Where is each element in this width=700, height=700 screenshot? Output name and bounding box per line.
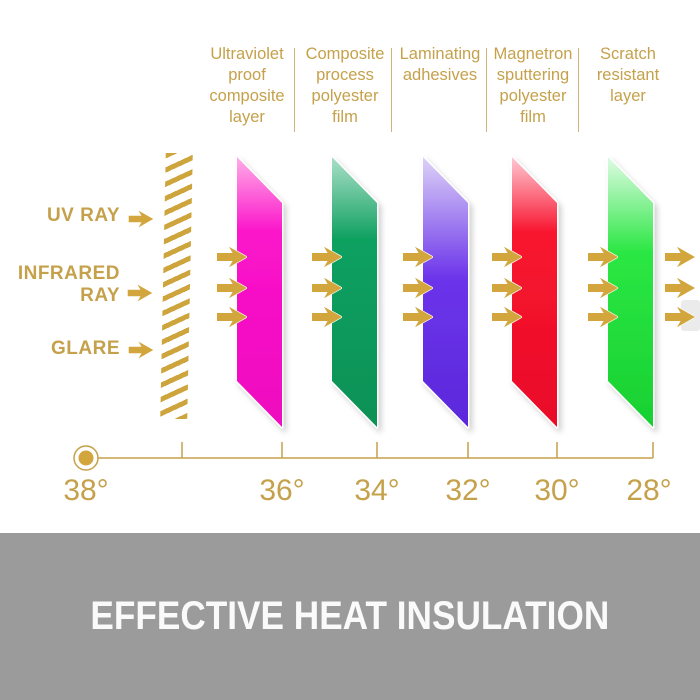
temperature-scale (73, 442, 654, 471)
arrows-into-film-3 (403, 246, 433, 328)
glare-label: GLARE (51, 338, 120, 359)
arrow-icon (665, 246, 695, 268)
column-label-composite-polyester: Composite process polyester film (305, 45, 385, 126)
film-layer-scratch-resistant (606, 155, 655, 429)
temp-label-34: 34° (354, 474, 400, 507)
column-divider (391, 48, 392, 132)
temp-label-30: 30° (534, 474, 580, 507)
film-layer-magnetron-polyester (510, 155, 559, 429)
film-layer-laminating-adhesive (421, 155, 470, 429)
column-label-magnetron-polyester: Magnetron sputtering polyester film (493, 45, 573, 126)
column-divider (486, 48, 487, 132)
scale-origin-dot (78, 450, 94, 466)
arrows-into-film-1 (217, 246, 247, 328)
glare-arrow-icon (128, 341, 154, 359)
arrows-into-film-2 (312, 246, 342, 328)
infrared-ray-arrow-icon (127, 284, 153, 302)
banner-title: EFFECTIVE HEAT INSULATION (90, 594, 610, 638)
column-divider (294, 48, 295, 132)
infrared-ray-label: INFRARED RAY (17, 263, 120, 306)
film-layer-uv-proof (235, 155, 284, 429)
temp-label-28: 28° (626, 474, 672, 507)
temp-label-32: 32° (445, 474, 491, 507)
banner: EFFECTIVE HEAT INSULATION (0, 533, 700, 700)
arrow-icon (665, 277, 695, 299)
uv-ray-arrow-icon (128, 210, 154, 228)
film-layer-composite-polyester (330, 155, 379, 429)
scale-origin-ring (73, 445, 99, 471)
uv-ray-label: UV RAY (46, 205, 120, 226)
arrows-exiting (665, 246, 695, 328)
arrows-into-film-5 (588, 246, 618, 328)
arrows-into-film-4 (492, 246, 522, 328)
column-divider (578, 48, 579, 132)
column-label-scratch-layer: Scratch resistant layer (596, 45, 660, 105)
column-label-uv-proof-layer: Ultraviolet proof composite layer (209, 45, 285, 126)
temp-label-38: 38° (63, 474, 109, 507)
column-label-laminating-adhesives: Laminating adhesives (399, 45, 481, 84)
temp-label-36: 36° (259, 474, 305, 507)
